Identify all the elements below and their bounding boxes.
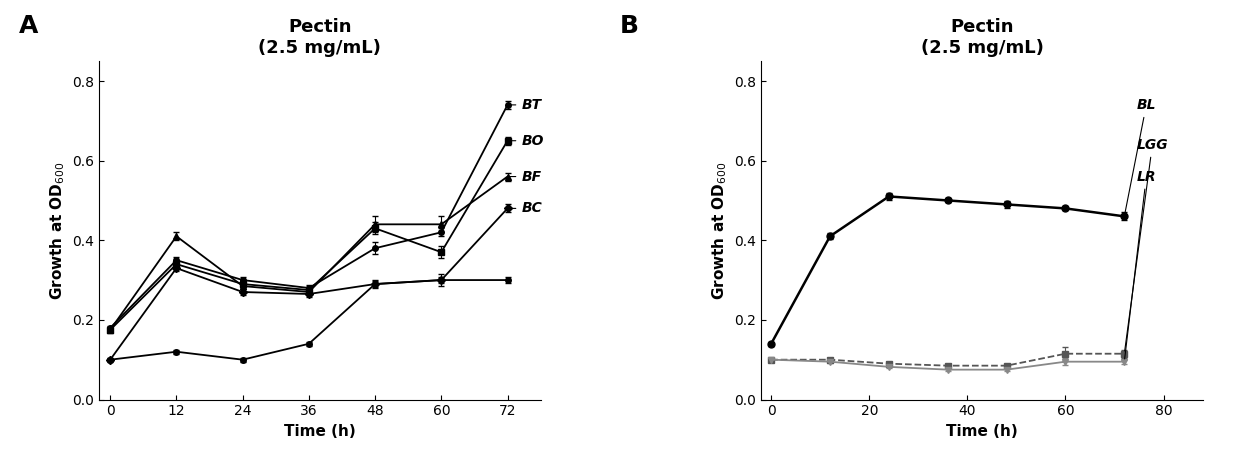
Text: BF: BF: [511, 170, 542, 184]
Text: BT: BT: [511, 98, 542, 112]
Title: Pectin
(2.5 mg/mL): Pectin (2.5 mg/mL): [920, 18, 1044, 57]
Text: BC: BC: [511, 202, 542, 215]
Text: LGG: LGG: [1125, 138, 1168, 351]
Text: LR: LR: [1125, 170, 1156, 359]
X-axis label: Time (h): Time (h): [946, 424, 1018, 439]
Y-axis label: Growth at OD$_{600}$: Growth at OD$_{600}$: [48, 161, 67, 299]
X-axis label: Time (h): Time (h): [284, 424, 356, 439]
Text: B: B: [620, 14, 639, 38]
Title: Pectin
(2.5 mg/mL): Pectin (2.5 mg/mL): [258, 18, 382, 57]
Text: A: A: [19, 14, 38, 38]
Y-axis label: Growth at OD$_{600}$: Growth at OD$_{600}$: [711, 161, 729, 299]
Text: BO: BO: [511, 134, 543, 148]
Text: BL: BL: [1125, 98, 1156, 214]
